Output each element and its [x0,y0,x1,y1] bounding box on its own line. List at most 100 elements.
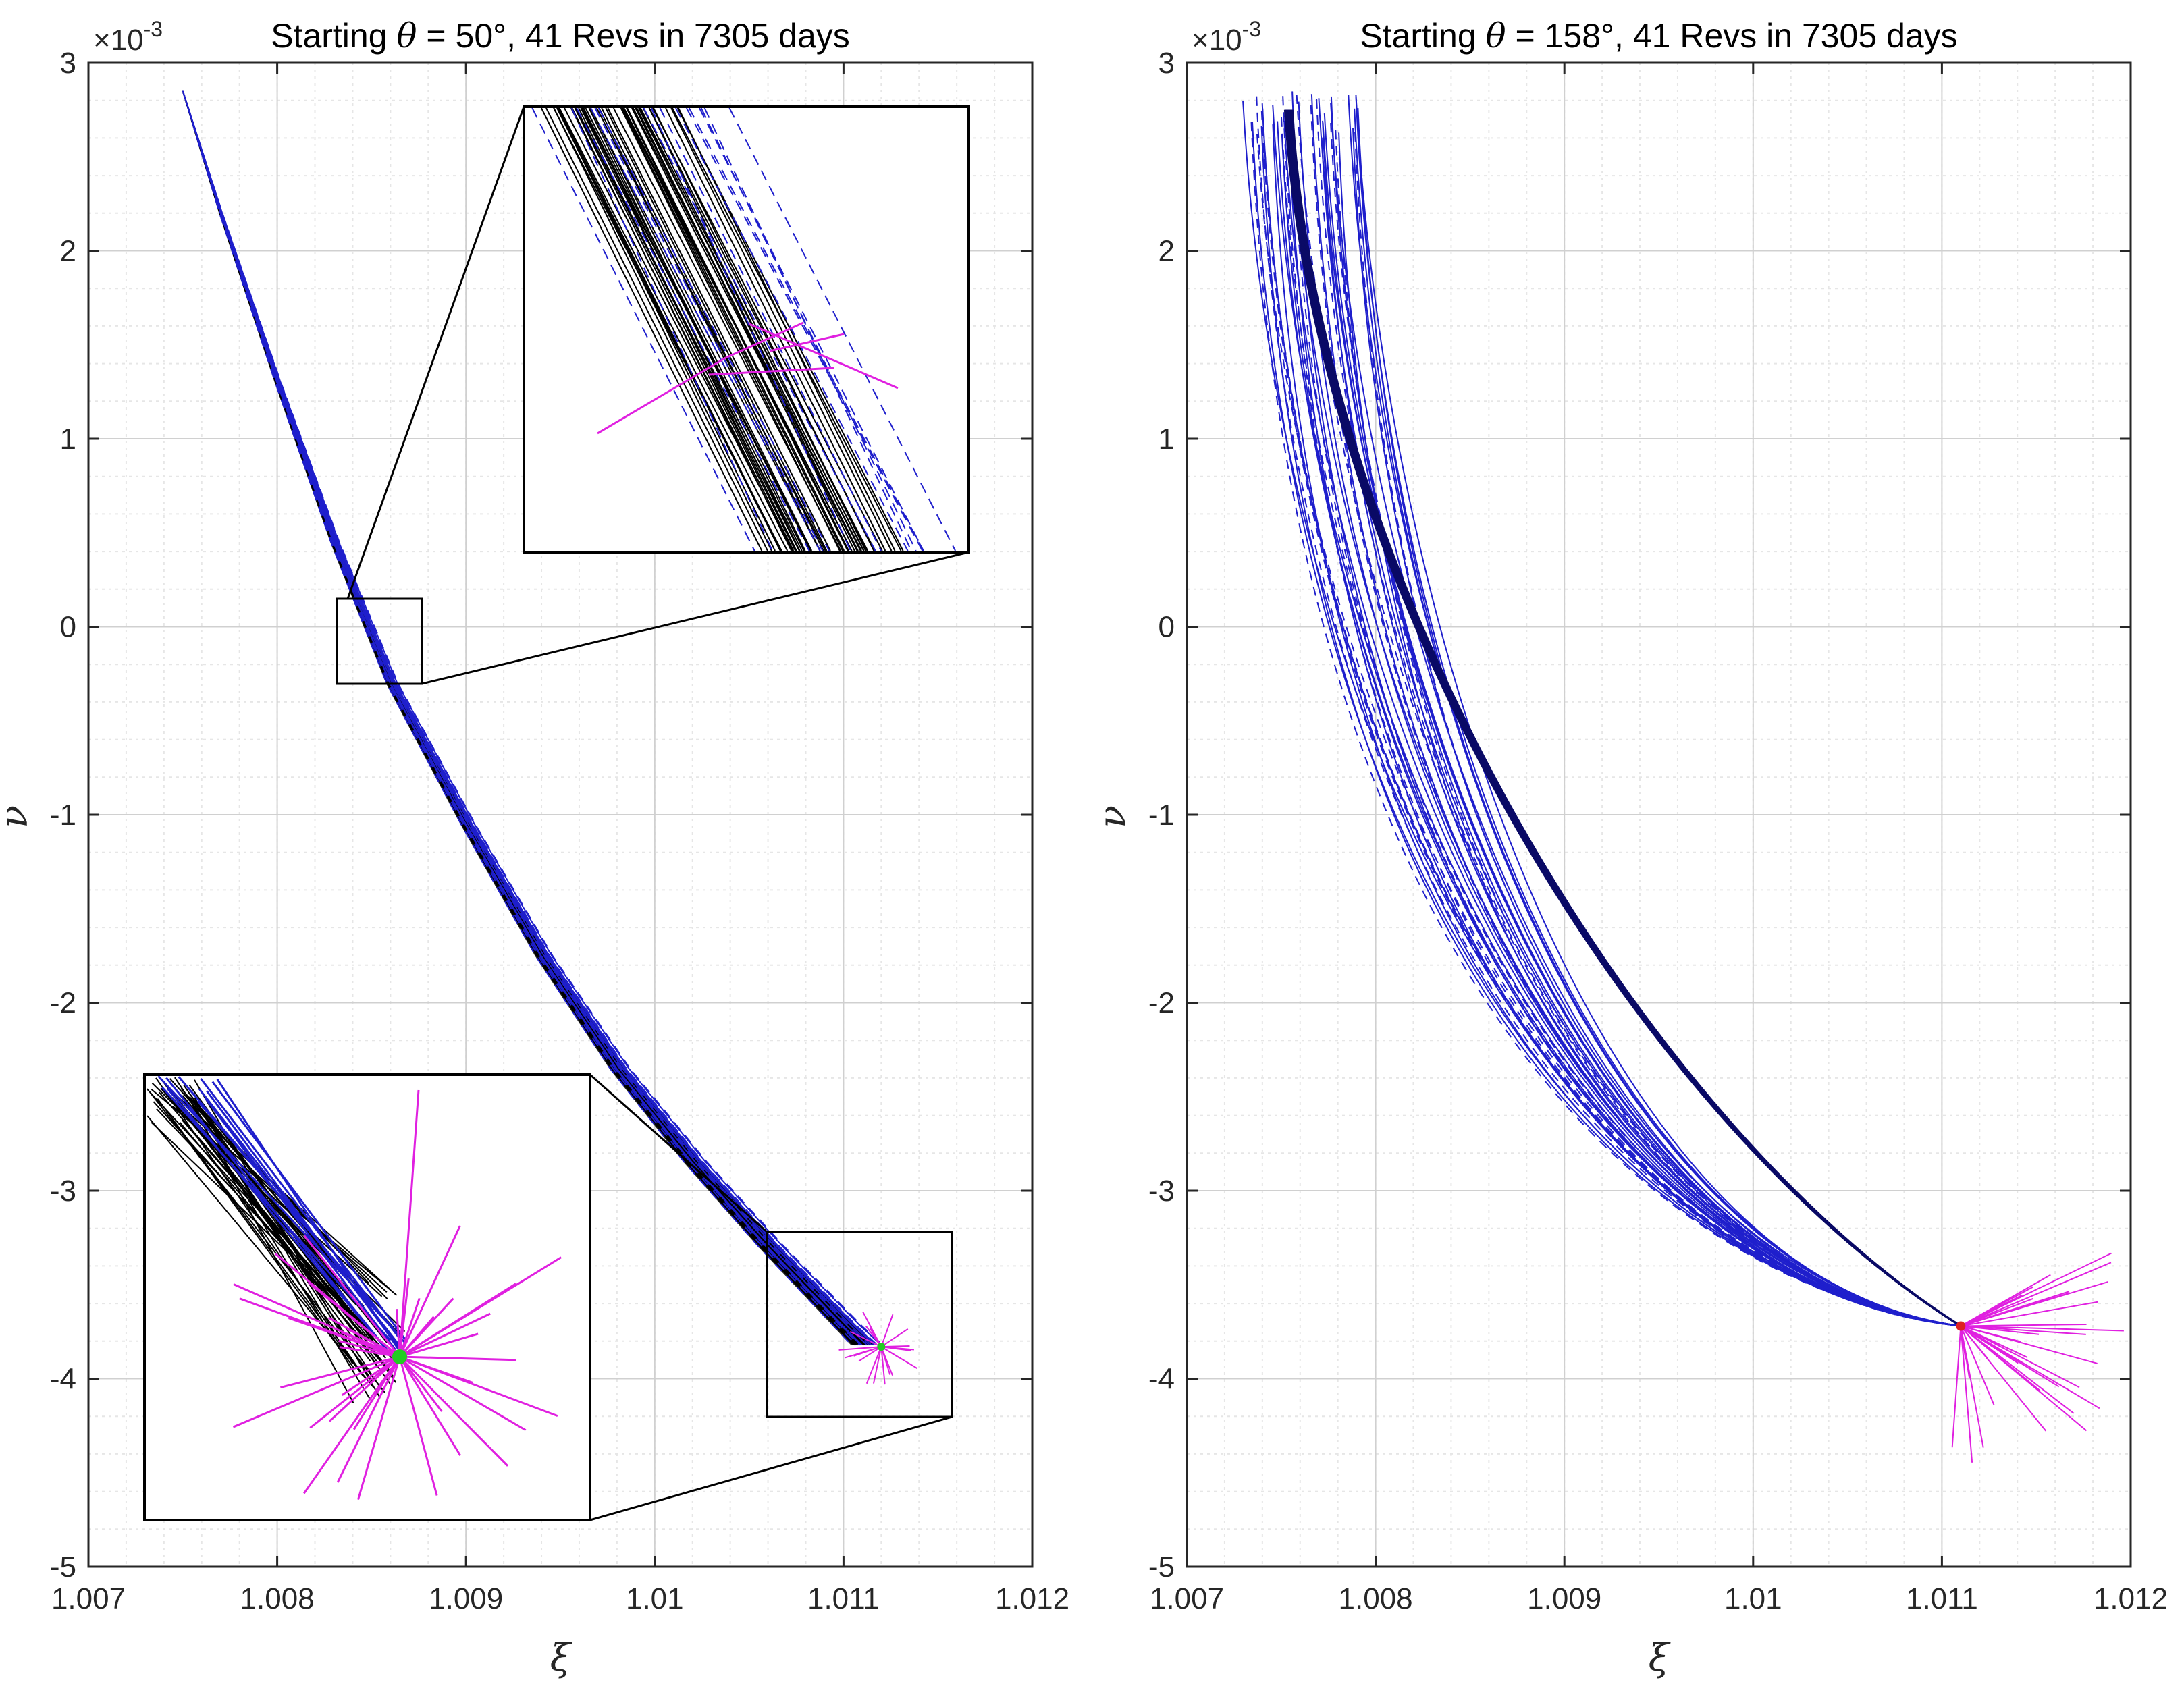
zoom-direction-arrow [396,1309,401,1357]
zoom-trajectory-line [631,107,858,551]
y-tick-label: -2 [1148,987,1175,1020]
zoom-direction-arrow [274,1253,400,1358]
right-panel: 1.007 1.008 1.009 1.01 1.011 1.012 3 2 1 0 -1 -2 -3 -… [1091,16,2168,1680]
direction-arrow [1960,1262,2112,1327]
zoom-trajectory-line [166,1087,390,1353]
trajectory-line [182,90,860,1346]
right-y-multiplier: ×10-3 [1192,17,1261,57]
trajectory-line [1355,96,1961,1327]
direction-arrow [1960,1325,2060,1388]
lower-zoom-source-box [766,1231,953,1418]
direction-arrow [838,1346,882,1351]
upper-zoom-connector [421,551,969,685]
zoom-trajectory-line [540,107,763,551]
zoom-direction-arrow [399,1355,516,1361]
zoom-trajectory-line [186,1116,371,1341]
lower-zoom-content [144,1075,590,1520]
direction-arrow [1961,1301,2099,1327]
zoom-direction-arrow [399,1332,479,1358]
lower-zoom-frame [143,1073,591,1521]
y-tick-label: 1 [1158,423,1175,456]
trajectory-line [1256,96,1961,1327]
zoom-trajectory-line [204,1097,396,1351]
direction-arrow [872,1346,882,1384]
direction-arrow [1960,1286,2033,1327]
zoom-trajectory-line [545,107,768,551]
zoom-direction-arrow [769,333,845,352]
zoom-trajectory-line [650,107,851,551]
lower-zoom-connector [589,1073,768,1233]
upper-zoom-frame [523,105,970,554]
zoom-trajectory-line [674,107,909,551]
direction-arrow [1960,1325,2075,1414]
zoom-direction-arrow [398,1297,454,1358]
x-tick-label: 1.011 [1906,1582,1978,1615]
zoom-direction-arrow [398,1356,438,1496]
y-tick-label: -5 [50,1550,76,1584]
direction-arrow [845,1346,882,1359]
trajectory-line [1298,101,1961,1327]
upper-zoom-connector [346,106,525,599]
trajectory-line [1256,134,1961,1327]
right-trajectories [1242,91,2124,1463]
right-title: Starting θ = 158°, 41 Revs in 7305 days [1360,16,1957,55]
y-tick-label: -3 [1148,1175,1175,1208]
zoom-direction-arrow [749,323,899,389]
zoom-direction-arrow [399,1312,491,1358]
zoom-direction-arrow [399,1256,562,1358]
convergence-point-marker [1956,1321,1966,1331]
trajectory-line [182,90,884,1346]
zoom-trajectory-line [155,1077,365,1378]
zoom-direction-arrow [328,1355,401,1422]
zoom-trajectory-line [558,107,782,551]
zoom-direction-arrow [398,1355,509,1467]
end-point-marker [877,1343,886,1351]
x-tick-label: 1.011 [807,1582,880,1615]
zoom-direction-arrow [398,1356,462,1457]
zoom-direction-arrow [232,1355,400,1428]
x-tick-label: 1.01 [626,1582,684,1615]
zoom-direction-arrow [303,1356,401,1494]
y-tick-label: 1 [60,423,76,456]
direction-arrow [880,1328,909,1347]
zoom-direction-arrow [398,1089,420,1357]
trajectory-line [182,90,878,1346]
x-tick-label: 1.009 [1527,1582,1601,1615]
direction-arrow [880,1346,893,1376]
right-x-label: ξ [1649,1636,1672,1680]
y-tick-label: -2 [50,987,76,1020]
direction-arrow [881,1345,910,1348]
zoom-trajectory-line [194,1112,371,1400]
direction-arrow [1961,1325,2098,1364]
trajectory-line [1242,101,1961,1327]
trajectory-line [1282,96,1961,1327]
direction-arrow [1960,1326,1995,1405]
direction-arrow [1960,1325,2080,1388]
zoom-trajectory-line [688,107,924,551]
x-tick-label: 1.007 [51,1582,126,1615]
y-tick-label: -4 [1148,1363,1175,1396]
direction-arrow [1960,1326,1971,1379]
lower-zoom-connector [589,1415,953,1521]
left-y-multiplier: ×10-3 [93,17,163,57]
zoom-trajectory-line [171,1118,355,1369]
right-ticks: 1.007 1.008 1.009 1.01 1.011 1.012 3 2 1 0 -1 -2 -3 -… [1148,47,2168,1615]
x-tick-label: 1.007 [1150,1582,1224,1615]
right-y-label: ν [1091,805,1135,828]
zoom-direction-arrow [398,1356,443,1412]
zoom-trajectory-line [612,107,842,551]
direction-arrow [1961,1291,2069,1327]
zoom-trajectory-line [728,107,957,551]
x-tick-label: 1.008 [1339,1582,1413,1615]
zoom-direction-arrow [280,1355,400,1389]
direction-arrow [880,1347,886,1385]
zoom-direction-arrow [725,321,804,359]
trajectory-line [1318,98,1961,1327]
zoom-trajectory-line [699,107,924,551]
zoom-trajectory-line [578,107,797,551]
direction-arrow [849,1330,882,1348]
zoom-direction-arrow [352,1356,401,1430]
x-tick-label: 1.01 [1724,1582,1782,1615]
zoom-direction-arrow [233,1283,400,1358]
